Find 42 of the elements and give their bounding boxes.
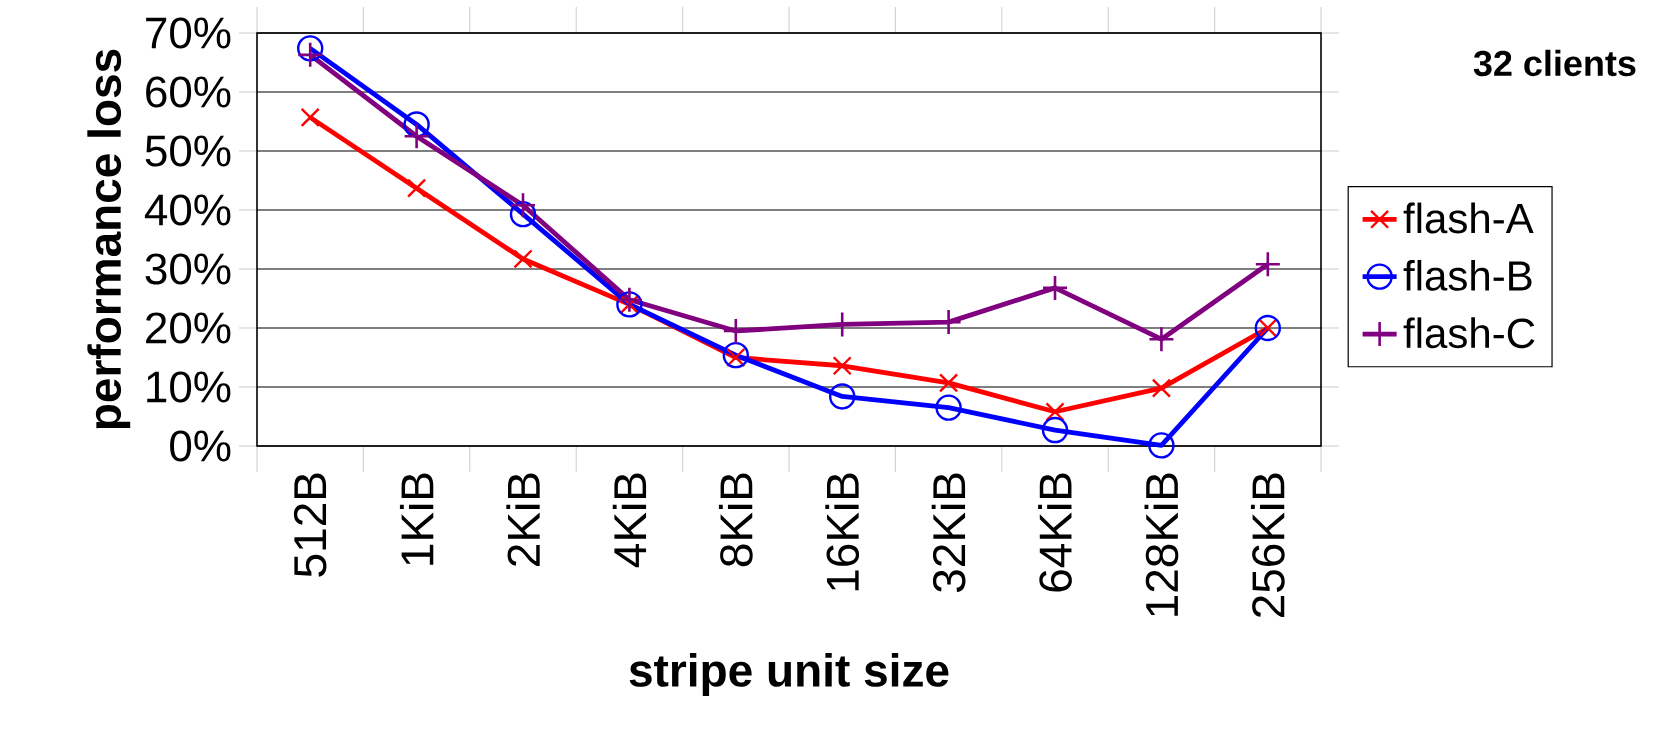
- x-tick-label: 64KiB: [1038, 473, 1072, 592]
- point: [1151, 378, 1172, 398]
- point: [1255, 252, 1280, 277]
- x-tick-label: 16KiB: [825, 473, 860, 591]
- x-tick-label: 8KiB: [718, 473, 753, 567]
- x-tick-label: 1KiB: [399, 473, 434, 565]
- x-tick-label: 512B: [293, 473, 327, 577]
- point: [722, 341, 750, 369]
- point: [829, 383, 856, 410]
- x-tick-label: 128KiB: [1144, 473, 1179, 616]
- x-tick-label: 32KiB: [931, 473, 966, 593]
- point: [1148, 432, 1175, 459]
- y-tick-label: 70%: [146, 17, 231, 49]
- y-axis-title: performance loss: [87, 49, 131, 429]
- point: [513, 249, 533, 269]
- point: [1045, 402, 1065, 422]
- x-tick-label: 2KiB: [506, 473, 540, 566]
- x-axis-title: stripe unit size: [629, 653, 949, 696]
- text: 32 clients: [1473, 49, 1636, 77]
- point: [298, 42, 323, 67]
- point: [404, 124, 429, 149]
- point: [832, 356, 852, 376]
- point: [938, 373, 959, 393]
- legend-label: flash-A: [1403, 202, 1534, 234]
- point: [406, 178, 427, 198]
- y-tick-label: 10%: [147, 371, 231, 403]
- y-tick-label: 50%: [145, 135, 231, 167]
- y-tick-label: 60%: [146, 76, 231, 108]
- y-tick-label: 0%: [170, 430, 231, 462]
- point: [935, 394, 962, 421]
- x-tick-label: 4KiB: [612, 473, 647, 568]
- y-tick-label: 30%: [145, 253, 231, 285]
- legend-label: flash-B: [1403, 259, 1532, 291]
- point: [1149, 327, 1174, 352]
- point: [617, 287, 642, 312]
- y-tick-label: 20%: [146, 312, 231, 344]
- x-tick-label: 256KiB: [1250, 473, 1285, 618]
- y-tick-label: 40%: [144, 194, 231, 226]
- point: [300, 107, 320, 128]
- legend-label: flash-C: [1403, 317, 1535, 349]
- point: [1041, 416, 1069, 444]
- point: [511, 193, 536, 218]
